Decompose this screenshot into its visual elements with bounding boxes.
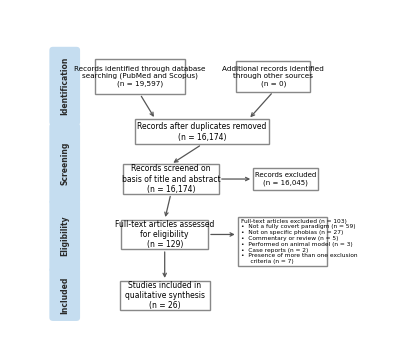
Bar <box>236 61 310 92</box>
Text: Additional records identified
through other sources
(n = 0): Additional records identified through ot… <box>222 66 324 87</box>
Text: Full-text articles excluded (n = 103)
•  Not a fully covert paradigm (n = 59)
• : Full-text articles excluded (n = 103) • … <box>241 219 357 264</box>
Text: Included: Included <box>60 277 69 314</box>
Text: Full-text articles assessed
for eligibility
(n = 129): Full-text articles assessed for eligibil… <box>115 220 214 249</box>
Text: Records excluded
(n = 16,045): Records excluded (n = 16,045) <box>255 172 316 186</box>
Text: Screening: Screening <box>60 142 69 185</box>
Text: Records screened on
basis of title and abstract
(n = 16,174): Records screened on basis of title and a… <box>122 164 220 194</box>
FancyBboxPatch shape <box>49 267 80 321</box>
Text: Identification: Identification <box>60 57 69 115</box>
Text: Records after duplicates removed
(n = 16,174): Records after duplicates removed (n = 16… <box>137 122 266 141</box>
FancyBboxPatch shape <box>49 123 80 204</box>
Bar <box>95 59 185 94</box>
Text: Studies included in
qualitative synthesis
(n = 26): Studies included in qualitative synthesi… <box>125 280 205 310</box>
Bar <box>135 120 268 144</box>
Bar <box>123 165 219 194</box>
Text: Eligibility: Eligibility <box>60 216 69 256</box>
Bar <box>238 217 328 266</box>
FancyBboxPatch shape <box>49 199 80 273</box>
Text: Records identified through database
searching (PubMed and Scopus)
(n = 19,597): Records identified through database sear… <box>74 66 206 87</box>
Bar <box>253 168 318 190</box>
FancyBboxPatch shape <box>49 47 80 126</box>
Bar <box>121 220 208 249</box>
Bar <box>120 281 210 310</box>
